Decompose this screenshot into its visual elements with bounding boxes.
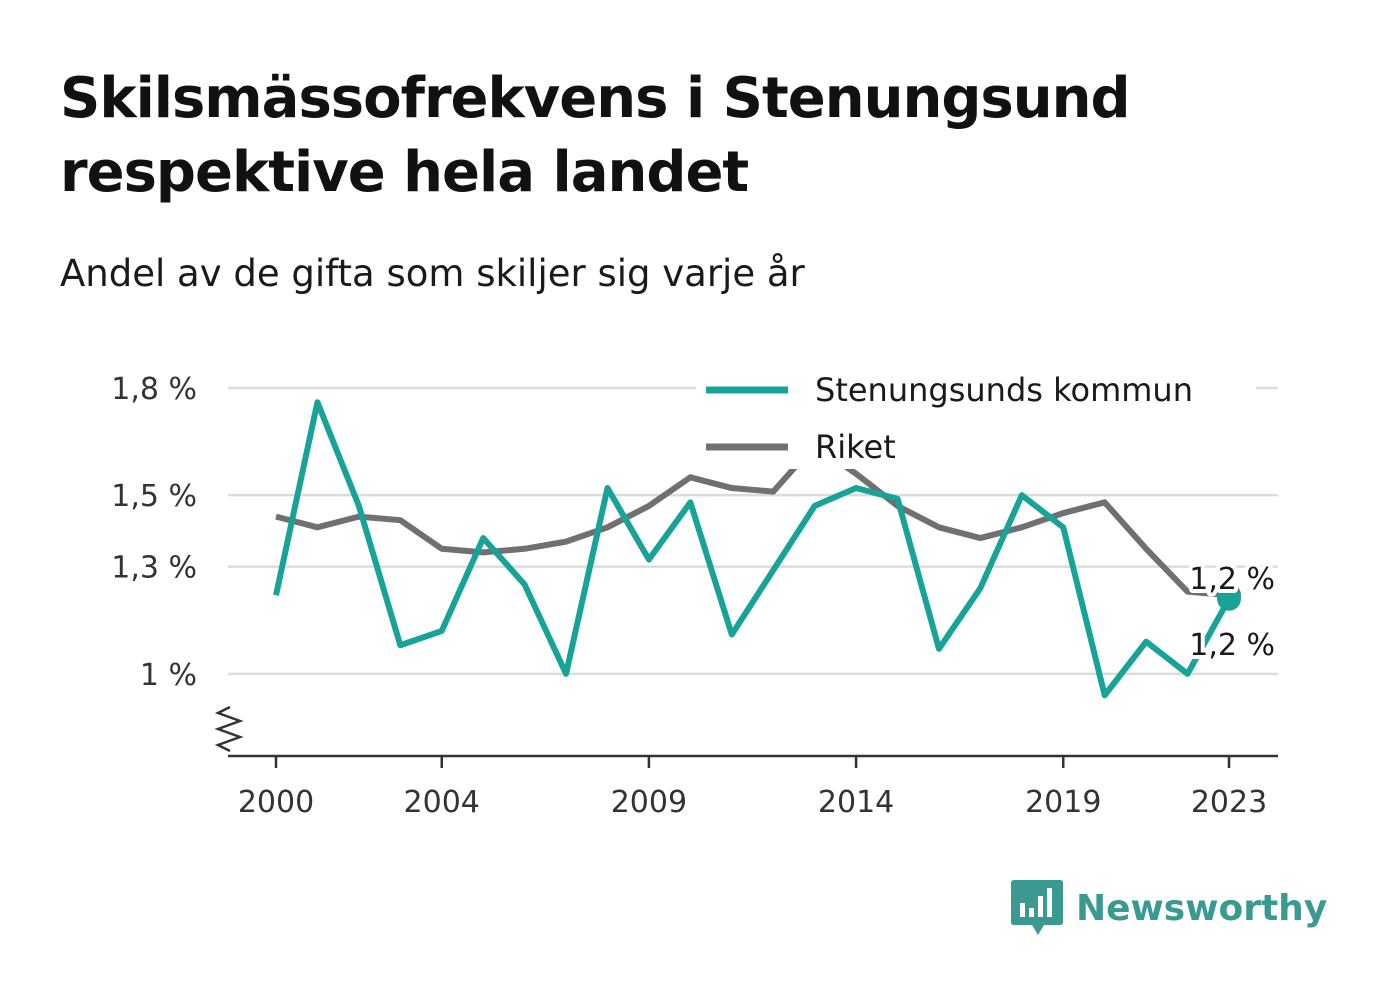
end-marker-stenungsund — [1217, 586, 1241, 611]
x-tick-label: 2023 — [1191, 785, 1267, 820]
brand-name: Newsworthy — [1076, 887, 1328, 929]
x-axis-ticks: 2000 2004 2009 2014 2019 2023 — [238, 756, 1267, 820]
chart-subtitle: Andel av de gifta som skiljer sig varje … — [60, 252, 805, 295]
legend: Stenungsunds kommun Riket — [696, 368, 1256, 469]
x-tick-label: 2000 — [238, 785, 314, 820]
x-axis — [214, 705, 1278, 758]
y-tick-label: 1,8 % — [111, 372, 197, 407]
x-tick-label: 2014 — [818, 785, 894, 820]
series-line-riket — [275, 442, 1230, 599]
bar-chart-speech-bubble-icon — [1011, 880, 1063, 935]
x-tick-label: 2004 — [404, 785, 480, 820]
y-tick-label: 1 % — [140, 658, 197, 693]
y-tick-label: 1,5 % — [111, 479, 197, 514]
legend-label-stenungsund: Stenungsunds kommun — [815, 371, 1193, 409]
y-tick-label: 1,3 % — [111, 551, 197, 586]
legend-background — [696, 368, 1256, 412]
x-tick-label: 2009 — [611, 785, 687, 820]
brand-logo: Newsworthy — [1010, 878, 1327, 938]
y-axis-ticks: 1 % 1,3 % 1,5 % 1,8 % — [111, 372, 197, 693]
end-label-riket: 1,2 % — [1189, 562, 1275, 597]
axis-break-icon — [214, 705, 244, 753]
chart-title: Skilsmässofrekvens i Stenungsund respekt… — [60, 66, 1131, 205]
x-tick-label: 2019 — [1025, 785, 1101, 820]
series-lines — [273, 399, 1232, 699]
end-markers: 1,2 % 1,2 % — [1185, 558, 1279, 667]
end-label-stenungsund: 1,2 % — [1189, 628, 1275, 663]
series-line-stenungsund — [273, 399, 1232, 699]
legend-label-riket: Riket — [815, 428, 896, 466]
legend-background — [696, 425, 1256, 469]
